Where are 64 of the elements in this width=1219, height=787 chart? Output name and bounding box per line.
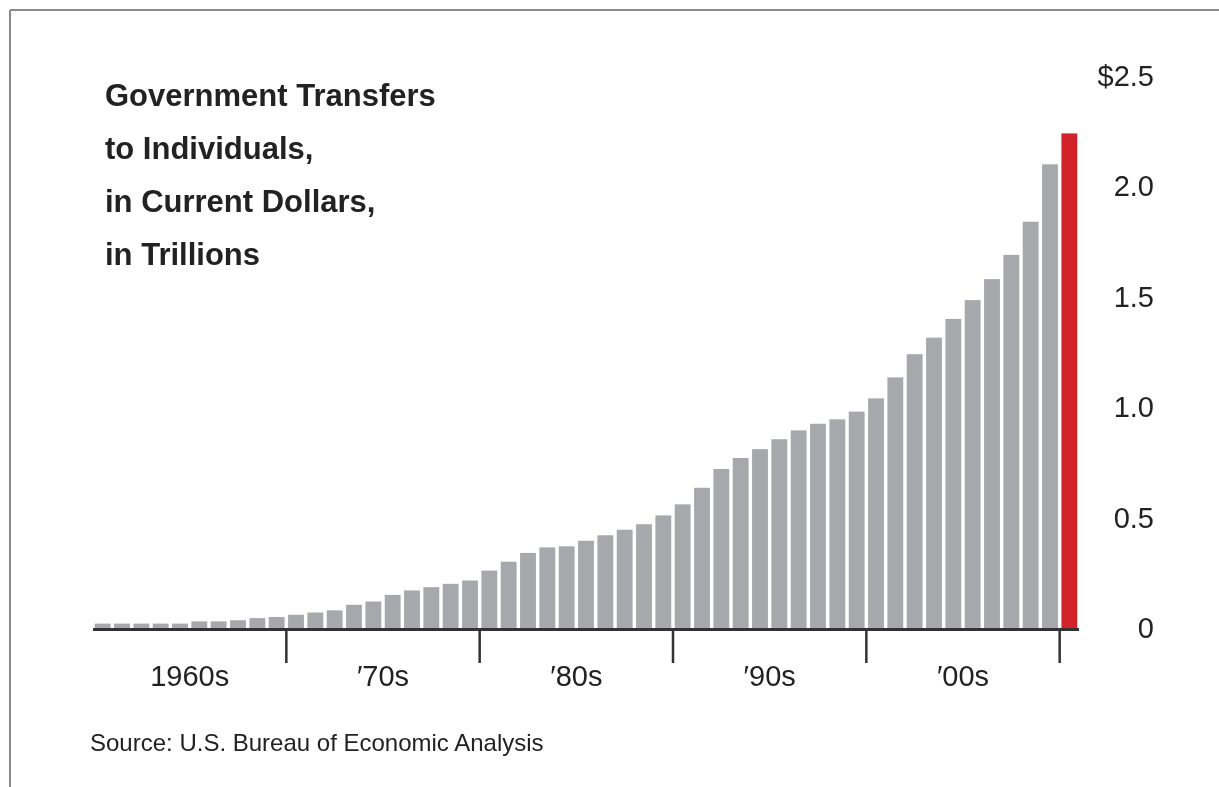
- bar: [423, 587, 440, 628]
- bar: [172, 623, 188, 628]
- bar: [945, 318, 962, 628]
- bar: [210, 621, 227, 628]
- bar: [906, 354, 923, 628]
- text: Government Transfers to Individuals, in Current Dollars, in Trillions: [105, 78, 436, 272]
- bar: [771, 439, 788, 628]
- bar: [1003, 254, 1020, 628]
- bar: [829, 419, 846, 628]
- bar: [249, 618, 266, 628]
- y-tick-label: 1.5: [1113, 280, 1154, 313]
- bar: [404, 590, 420, 628]
- bar: [268, 616, 285, 628]
- bar: [887, 377, 904, 628]
- bar: [500, 561, 517, 628]
- bar: [868, 398, 884, 628]
- bar: [984, 279, 1000, 628]
- bar: [346, 604, 362, 628]
- y-tick-label: $2.5: [1097, 60, 1154, 92]
- bar: [674, 504, 691, 628]
- bar: [152, 623, 169, 628]
- x-tick-label: ′90s: [743, 660, 796, 692]
- bar: [539, 547, 556, 628]
- bar: [848, 411, 865, 628]
- bar: [114, 623, 130, 628]
- bar: [365, 601, 382, 628]
- y-tick-label: 1.0: [1113, 391, 1154, 424]
- bar: [655, 515, 672, 628]
- y-tick-label: 0: [1137, 612, 1154, 644]
- bar: [752, 449, 768, 628]
- bar: [694, 487, 710, 628]
- bar: [384, 594, 401, 628]
- bar: [462, 580, 478, 628]
- bar: [616, 529, 633, 628]
- bar: [307, 612, 324, 628]
- bar: [578, 540, 594, 628]
- bar: [94, 623, 111, 628]
- x-tick-label: ′80s: [550, 660, 603, 692]
- bar: [964, 300, 981, 628]
- bar: [636, 524, 652, 628]
- bar: [288, 614, 304, 628]
- bar: [790, 430, 807, 628]
- y-tick-label: 0.5: [1113, 501, 1154, 534]
- bar: [810, 423, 826, 628]
- bar: [926, 337, 942, 628]
- bar: [732, 457, 749, 628]
- bar: [1061, 133, 1078, 628]
- y-tick-label: 2.0: [1113, 170, 1154, 203]
- bar: [481, 570, 498, 628]
- x-tick-label: ′70s: [356, 660, 410, 692]
- x-tick-label: 1960s: [150, 660, 230, 692]
- bar: [713, 469, 730, 628]
- bar: [1022, 221, 1039, 628]
- bar: [597, 535, 614, 628]
- source-note: Source: U.S. Bureau of Economic Analysis: [90, 729, 544, 756]
- bar: [326, 610, 343, 628]
- x-tick-label: ′00s: [936, 660, 990, 692]
- bar: [558, 546, 575, 628]
- bar: [191, 621, 208, 628]
- bar: [230, 620, 246, 628]
- bar: [520, 552, 536, 628]
- bar: [133, 623, 150, 628]
- bar: [442, 583, 459, 628]
- bar: [1042, 164, 1058, 628]
